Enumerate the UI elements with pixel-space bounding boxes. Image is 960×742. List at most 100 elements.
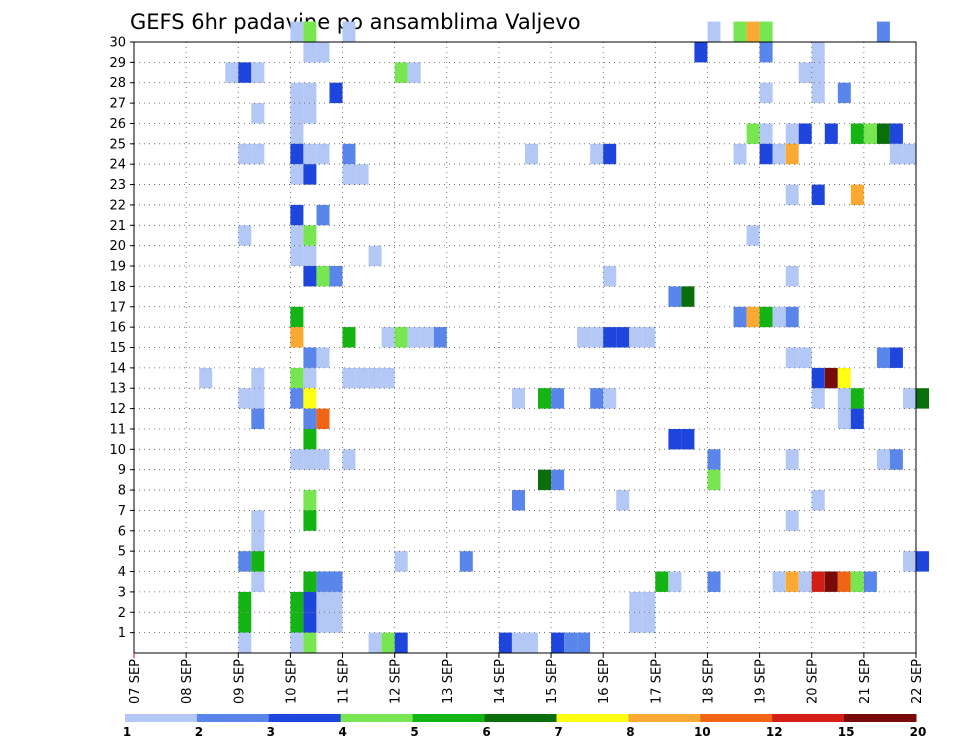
heatmap-cell <box>303 347 317 368</box>
heatmap-cell <box>837 571 851 592</box>
heatmap-cell <box>837 82 851 104</box>
heatmap-cell <box>746 123 760 144</box>
heatmap-cell <box>251 510 265 531</box>
heatmap-cell <box>303 408 317 429</box>
color-bar-label: 15 <box>838 725 855 739</box>
y-axis: 1234567891011121314151617181920212223242… <box>109 36 134 641</box>
heatmap-cell <box>746 225 760 246</box>
heatmap-cell <box>303 245 317 267</box>
heatmap-cell <box>316 612 330 633</box>
heatmap-cell <box>303 388 317 409</box>
x-tick-label: 14 SEP <box>493 659 508 704</box>
heatmap-cell <box>381 367 395 389</box>
heatmap-cell <box>876 21 890 42</box>
heatmap-cell <box>642 327 656 348</box>
heatmap-cell <box>746 306 760 328</box>
heatmap-cell <box>251 62 265 83</box>
heatmap-cell <box>668 429 682 450</box>
heatmap-cell <box>798 123 812 144</box>
heatmap-cell <box>759 123 773 144</box>
heatmap-cell <box>316 42 330 63</box>
x-tick-label: 15 SEP <box>545 659 560 704</box>
heatmap-cell <box>889 123 903 144</box>
y-tick-label: 7 <box>118 504 126 519</box>
heatmap-cell <box>251 408 265 429</box>
heatmap-cell <box>238 62 252 83</box>
heatmap-cell <box>759 143 773 165</box>
heatmap-cell <box>329 591 343 613</box>
color-bar-label: 5 <box>410 725 418 739</box>
heatmap-cell <box>772 306 786 328</box>
heatmap-cell <box>551 632 565 653</box>
heatmap-cell <box>381 327 395 348</box>
heatmap-cell <box>590 143 604 165</box>
heatmap-cell <box>303 490 317 511</box>
heatmap-cell <box>538 388 551 409</box>
heatmap-cell <box>316 408 330 429</box>
heatmap-cell <box>824 571 838 592</box>
heatmap-cell <box>329 612 343 633</box>
y-tick-label: 1 <box>118 626 126 641</box>
heatmap-cell <box>238 551 252 572</box>
y-tick-label: 20 <box>109 239 126 254</box>
heatmap-cell <box>811 490 825 511</box>
heatmap-cell <box>316 266 330 287</box>
heatmap-cell <box>303 449 317 470</box>
heatmap-cell <box>303 571 317 592</box>
heatmap-cell <box>394 327 408 348</box>
y-tick-label: 26 <box>109 117 126 132</box>
heatmap-cell <box>342 449 356 470</box>
y-tick-label: 12 <box>109 402 126 417</box>
color-bar-label: 12 <box>766 725 783 739</box>
heatmap-cell <box>290 225 304 246</box>
y-tick-label: 21 <box>109 219 126 234</box>
heatmap-cell <box>303 103 317 124</box>
heatmap-cell <box>238 225 252 246</box>
x-tick-label: 16 SEP <box>597 659 612 704</box>
heatmap-cell <box>785 123 799 144</box>
heatmap-cell <box>850 123 864 144</box>
heatmap-cell <box>459 551 473 572</box>
heatmap-cell <box>512 490 525 511</box>
heatmap-cell <box>525 632 538 653</box>
y-tick-label: 30 <box>109 36 126 51</box>
heatmap-cell <box>785 143 799 165</box>
heatmap-cell <box>538 469 551 491</box>
heatmap-cell <box>199 367 213 389</box>
heatmap-cell <box>420 327 434 348</box>
heatmap-cell <box>694 42 708 63</box>
heatmap-cell <box>303 510 317 531</box>
heatmap-cell <box>811 82 825 104</box>
heatmap-cell <box>238 388 252 409</box>
heatmap-cell <box>238 591 252 613</box>
heatmap-cell <box>290 612 304 633</box>
y-tick-label: 4 <box>118 565 126 580</box>
heatmap-cell <box>590 327 604 348</box>
color-bar-label: 20 <box>910 725 927 739</box>
heatmap-cell <box>759 21 773 42</box>
heatmap-cell <box>433 327 447 348</box>
heatmap-cell <box>355 367 369 389</box>
heatmap-cell <box>811 62 825 83</box>
heatmap-cell <box>342 21 356 42</box>
color-bar: 1 2 3 4 5 6 7 8 10 12 15 20 <box>123 714 927 739</box>
heatmap-cell <box>655 571 669 592</box>
y-tick-label: 19 <box>109 260 126 275</box>
heatmap-cell <box>290 103 304 124</box>
heatmap-cell <box>303 21 317 42</box>
heatmap-cell <box>903 143 916 165</box>
heatmap-cell <box>785 510 799 531</box>
heatmap-cell <box>707 571 721 592</box>
color-bar-segment <box>628 714 701 722</box>
heatmap-cell <box>889 143 903 165</box>
heatmap-cell <box>290 449 304 470</box>
heatmap-cell <box>889 449 903 470</box>
color-bar-label: 8 <box>626 725 634 739</box>
heatmap-cell <box>316 143 330 165</box>
heatmap-cell <box>629 591 643 613</box>
heatmap-cell <box>290 143 304 165</box>
heatmap-cell <box>251 143 265 165</box>
heatmap-cell <box>251 571 265 592</box>
heatmap-cell <box>303 42 317 63</box>
heatmap-cell <box>394 632 408 653</box>
